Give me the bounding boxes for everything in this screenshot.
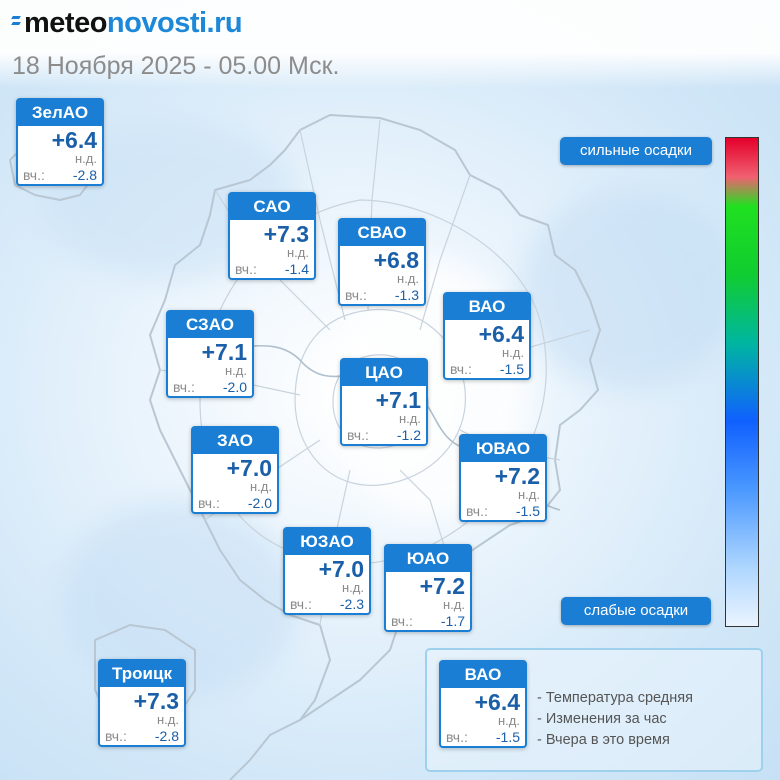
district-name: ЦАО xyxy=(342,360,426,386)
district-name: ВАО xyxy=(441,662,525,688)
district-hourly-change: н.д. xyxy=(250,479,272,494)
city-boundary xyxy=(229,114,601,780)
district-card-yuzao[interactable]: ЮЗАО +7.0 н.д. вч.: -2.3 xyxy=(283,527,371,615)
district-hourly-change: н.д. xyxy=(498,713,520,728)
cloud-haze xyxy=(520,190,740,390)
district-card-yuvao[interactable]: ЮВАО +7.2 н.д. вч.: -1.5 xyxy=(459,434,547,522)
header-band xyxy=(0,0,780,88)
district-name: ВАО xyxy=(445,294,529,320)
district-hourly-change: н.д. xyxy=(75,151,97,166)
district-temperature: +6.4 xyxy=(478,321,524,347)
datetime-label: 18 Ноября 2025 - 05.00 Мск. xyxy=(12,52,340,80)
district-hourly-change: н.д. xyxy=(225,363,247,378)
district-card-troick[interactable]: Троицк +7.3 н.д. вч.: -2.8 xyxy=(98,659,186,747)
south-tail xyxy=(299,624,331,721)
district-yesterday-value: -1.4 xyxy=(284,261,309,277)
logo-text-novosti: novosti.ru xyxy=(106,7,243,39)
district-temperature: +6.8 xyxy=(373,247,419,273)
district-card-cao[interactable]: ЦАО +7.1 н.д. вч.: -1.2 xyxy=(340,358,428,446)
district-name: ЮЗАО xyxy=(285,529,369,555)
district-name: ЮВАО xyxy=(461,436,545,462)
district-temperature: +7.2 xyxy=(494,463,540,489)
district-name: ЗелАО xyxy=(18,100,102,126)
yesterday-label: вч.: xyxy=(235,261,257,277)
yesterday-label: вч.: xyxy=(105,728,127,744)
district-name: СЗАО xyxy=(168,312,252,338)
district-temperature: +7.2 xyxy=(419,573,465,599)
yesterday-label: вч.: xyxy=(23,167,45,183)
district-yesterday-value: -1.2 xyxy=(396,427,421,443)
district-yesterday-value: -2.8 xyxy=(154,728,179,744)
precip-weak-label: слабые осадки xyxy=(561,597,711,625)
district-temperature: +6.4 xyxy=(474,689,520,715)
legend-line-yesterday: - Вчера в это время xyxy=(537,732,670,748)
district-temperature: +7.1 xyxy=(201,339,247,365)
district-temperature: +7.0 xyxy=(318,556,364,582)
district-hourly-change: н.д. xyxy=(157,712,179,727)
district-temperature: +7.3 xyxy=(263,221,309,247)
district-name: СВАО xyxy=(340,220,424,246)
legend-sample-card: ВАО +6.4 н.д. вч.: -1.5 xyxy=(439,660,527,748)
yesterday-label: вч.: xyxy=(466,503,488,519)
district-card-sao[interactable]: САО +7.3 н.д. вч.: -1.4 xyxy=(228,192,316,280)
yesterday-label: вч.: xyxy=(446,729,468,745)
district-name: ЗАО xyxy=(193,428,277,454)
yesterday-label: вч.: xyxy=(391,613,413,629)
district-hourly-change: н.д. xyxy=(342,580,364,595)
district-hourly-change: н.д. xyxy=(502,345,524,360)
district-temperature: +7.0 xyxy=(226,455,272,481)
district-yesterday-value: -2.3 xyxy=(339,596,364,612)
precip-color-scale xyxy=(725,137,759,627)
district-hourly-change: н.д. xyxy=(397,271,419,286)
yesterday-label: вч.: xyxy=(450,361,472,377)
district-yesterday-value: -1.5 xyxy=(515,503,540,519)
district-name: ЮАО xyxy=(386,546,470,572)
yesterday-label: вч.: xyxy=(345,287,367,303)
logo-text-meteo: meteo xyxy=(24,7,107,39)
district-name: Троицк xyxy=(100,661,184,687)
yesterday-label: вч.: xyxy=(290,596,312,612)
district-card-svao[interactable]: СВАО +6.8 н.д. вч.: -1.3 xyxy=(338,218,426,306)
yesterday-label: вч.: xyxy=(173,379,195,395)
legend-descriptions: - Температура средняя - Изменения за час… xyxy=(537,688,693,751)
yesterday-label: вч.: xyxy=(198,495,220,511)
district-hourly-change: н.д. xyxy=(518,487,540,502)
yesterday-label: вч.: xyxy=(347,427,369,443)
district-card-szao[interactable]: СЗАО +7.1 н.д. вч.: -2.0 xyxy=(166,310,254,398)
district-hourly-change: н.д. xyxy=(443,597,465,612)
precip-strong-label: сильные осадки xyxy=(560,137,712,165)
district-yesterday-value: -1.7 xyxy=(440,613,465,629)
district-temperature: +7.1 xyxy=(375,387,421,413)
district-yesterday-value: -1.3 xyxy=(394,287,419,303)
district-hourly-change: н.д. xyxy=(399,411,421,426)
legend-box: ВАО +6.4 н.д. вч.: -1.5 - Температура сре… xyxy=(425,648,763,772)
district-yesterday-value: -1.5 xyxy=(499,361,524,377)
district-card-yuao[interactable]: ЮАО +7.2 н.д. вч.: -1.7 xyxy=(384,544,472,632)
district-yesterday-value: -2.0 xyxy=(222,379,247,395)
district-yesterday-value: -2.0 xyxy=(247,495,272,511)
legend-line-change: - Изменения за час xyxy=(537,711,667,727)
site-logo[interactable]: meteonovosti.ru xyxy=(11,7,243,40)
district-name: САО xyxy=(230,194,314,220)
district-yesterday-value: -1.5 xyxy=(495,729,520,745)
district-temperature: +7.3 xyxy=(133,688,179,714)
district-card-zao[interactable]: ЗАО +7.0 н.д. вч.: -2.0 xyxy=(191,426,279,514)
legend-line-temperature: - Температура средняя xyxy=(537,690,693,706)
district-card-zelao[interactable]: ЗелАО +6.4 н.д. вч.: -2.8 xyxy=(16,98,104,186)
district-card-vao[interactable]: ВАО +6.4 н.д. вч.: -1.5 xyxy=(443,292,531,380)
district-hourly-change: н.д. xyxy=(287,245,309,260)
district-yesterday-value: -2.8 xyxy=(72,167,97,183)
district-temperature: +6.4 xyxy=(51,127,97,153)
